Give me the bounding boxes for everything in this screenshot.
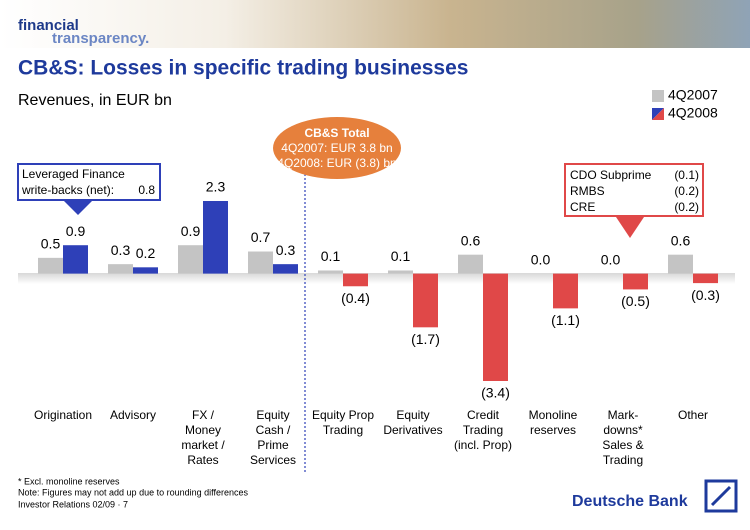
legend-label: 4Q2008 (668, 105, 718, 121)
value-label: 0.9 (66, 223, 86, 239)
header-banner (0, 0, 750, 48)
pointer (64, 201, 92, 215)
note-value: (0.2) (674, 184, 699, 198)
callout-text: 4Q2007: EUR 3.8 bn (281, 141, 392, 155)
bar (388, 270, 413, 274)
note-text: RMBS (570, 184, 605, 198)
value-label: 0.0 (531, 251, 551, 267)
brand: Deutsche Bank (572, 493, 688, 510)
subtitle: Revenues, in EUR bn (18, 92, 172, 109)
bar (413, 273, 438, 328)
bar (553, 273, 578, 309)
bar (273, 264, 298, 274)
bar (133, 267, 158, 274)
logo (710, 485, 732, 507)
pointer (616, 217, 644, 238)
bar (38, 257, 63, 274)
x-tick-label: Equity Cash / Prime Services (249, 408, 296, 467)
x-tick-label: Mark- downs* Sales & Trading (602, 408, 644, 467)
value-label: (0.4) (341, 290, 370, 306)
value-label: 0.3 (111, 242, 131, 258)
leveraged-box (17, 163, 161, 201)
bar (203, 201, 228, 274)
bar (693, 273, 718, 284)
legend-label: 4Q2007 (668, 87, 718, 103)
value-label: (1.1) (551, 312, 580, 328)
x-tick-label: Other (677, 408, 708, 422)
legend-swatch (652, 90, 664, 102)
value-label: 0.6 (461, 232, 481, 248)
value-label: 2.3 (206, 179, 226, 195)
note-text: CRE (570, 200, 595, 214)
x-tick-label: FX / Money market / Rates (181, 408, 225, 467)
callout-text: 4Q2008: EUR (3.8) bn (277, 156, 396, 170)
bar (108, 264, 133, 274)
x-tick-label: Origination (33, 408, 93, 422)
value-label: 0.7 (251, 229, 271, 245)
x-tick-label: Credit Trading (incl. Prop) (453, 408, 512, 452)
value-label: 0.5 (41, 236, 61, 252)
chart-title: CB&S: Losses in specific trading busines… (18, 57, 468, 80)
bar (178, 245, 203, 274)
source: Investor Relations 02/09 · 7 (18, 499, 128, 509)
cdo-box (564, 163, 704, 217)
value-label: (0.3) (691, 287, 720, 303)
legend-swatch (652, 108, 664, 120)
bar (318, 270, 343, 274)
x-tick-label: Monoline reserves (528, 408, 578, 437)
note: Note: Figures may not add up due to roun… (18, 487, 248, 497)
x-tick-label: Equity Prop Trading (311, 408, 375, 437)
note-value: 0.8 (138, 183, 155, 197)
x-tick-label: Advisory (109, 408, 156, 422)
note-text: write-backs (net): (21, 183, 114, 197)
bar (63, 245, 88, 274)
value-label: 0.1 (321, 248, 341, 264)
callout-text: CB&S Total (304, 126, 369, 140)
value-label: (3.4) (481, 385, 510, 401)
value-label: 0.3 (276, 242, 296, 258)
bar (248, 251, 273, 274)
value-label: 0.6 (671, 232, 691, 248)
value-label: 0.0 (601, 251, 621, 267)
value-label: 0.2 (136, 245, 156, 261)
bar (458, 254, 483, 274)
bar (343, 273, 368, 287)
x-tick-label: Equity Derivatives (383, 408, 443, 437)
bar (623, 273, 648, 290)
value-label: 0.9 (181, 223, 201, 239)
brand-line2: transparency. (52, 30, 149, 47)
note-text: Leveraged Finance (22, 167, 125, 181)
total-callout (273, 117, 401, 179)
value-label: (1.7) (411, 331, 440, 347)
note-value: (0.2) (674, 200, 699, 214)
footnote: * Excl. monoline reserves (18, 476, 120, 486)
value-label: 0.1 (391, 248, 411, 264)
bar (483, 273, 508, 381)
value-label: (0.5) (621, 293, 650, 309)
brand-line1: financial (18, 17, 79, 34)
logo (704, 479, 738, 513)
note-text: CDO Subprime (570, 168, 652, 182)
note-value: (0.1) (674, 168, 699, 182)
floor (18, 273, 735, 284)
bar (668, 254, 693, 274)
